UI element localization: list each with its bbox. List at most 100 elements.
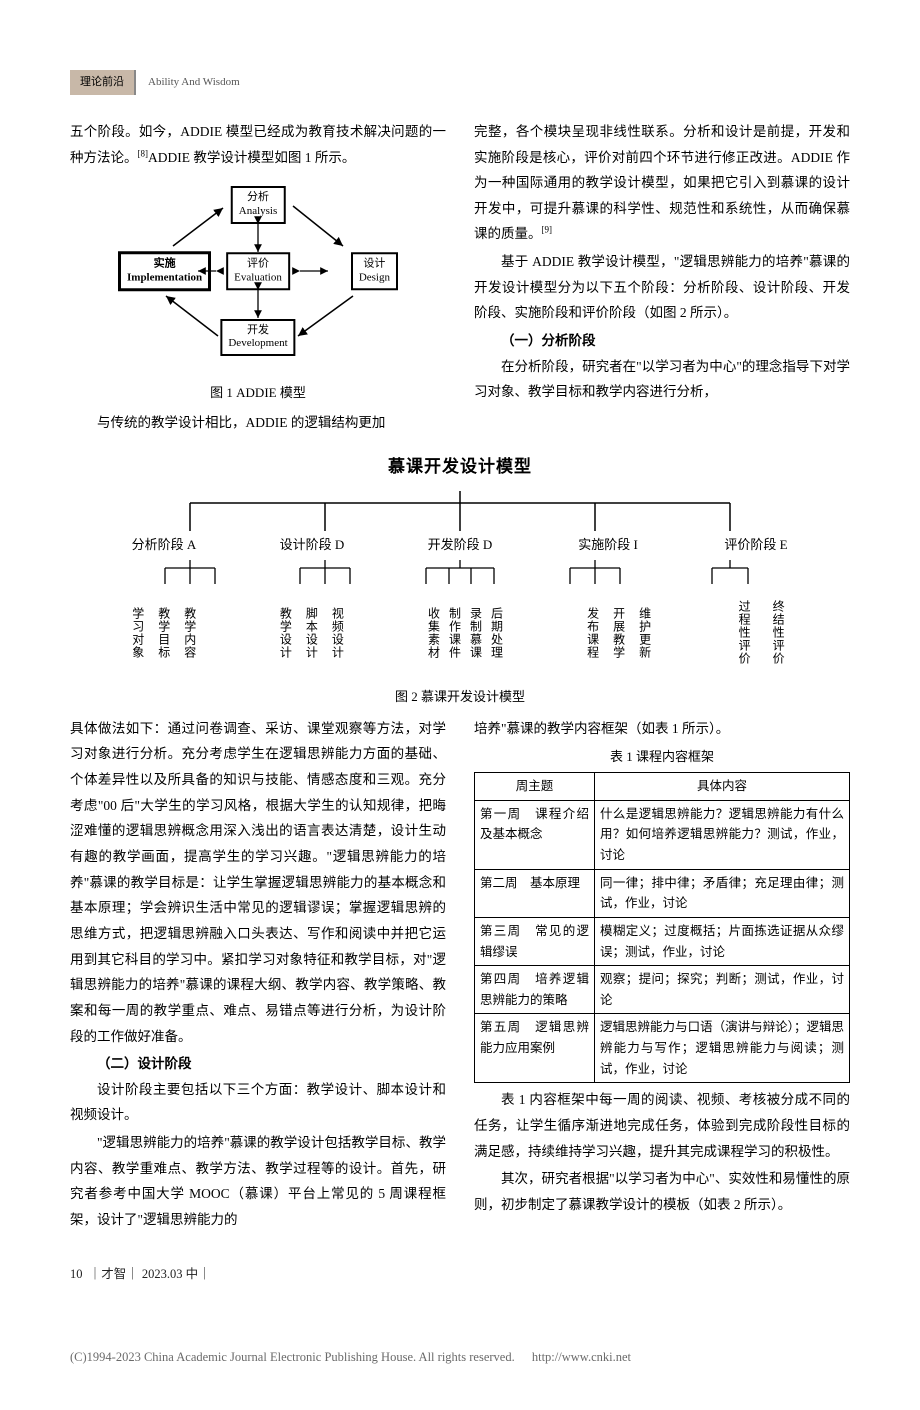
leaf: 学习对象 [132,590,144,675]
txt: 完整，各个模块呈现非线性联系。分析和设计是前提，开发和实施阶段是核心，评价对前四… [474,124,850,242]
cell: 模糊定义；过度概括；片面拣选证据从众缪误；测试，作业，讨论 [595,917,850,965]
tree-connectors-top [110,487,810,535]
lbl: 实施 [154,257,176,269]
bottom-columns: 具体做法如下：通过问卷调查、采访、课堂观察等方法，对学习对象进行分析。充分考虑学… [70,716,850,1235]
leaf: 教学目标 [158,590,170,675]
leaves-s5: 过程性评价 终结性评价 [706,590,816,675]
bottom-right-p1: 培养"慕课的教学内容框架（如表 1 所示）。 [474,716,850,742]
addie-analysis-box: 分析 Analysis [231,186,286,224]
table-row: 第五周 逻辑思辨能力应用案例逻辑思辨能力与口语（演讲与辩论）；逻辑思辨能力与写作… [475,1014,850,1083]
addie-develop-box: 开发 Development [220,319,295,357]
cite-9: [9] [542,225,553,235]
bottom-left-col: 具体做法如下：通过问卷调查、采访、课堂观察等方法，对学习对象进行分析。充分考虑学… [70,716,446,1235]
lbl: 分析 [247,191,269,203]
lbl: 评价 [247,257,269,269]
stage-d2: 开发阶段 D [400,533,520,558]
leaf: 维护更新 [639,590,651,675]
figure-1-caption: 图 1 ADDIE 模型 [70,381,446,406]
lbl: Design [359,271,390,283]
header-en: Ability And Wisdom [136,70,252,95]
leaf: 终结性评价 [772,590,784,675]
bottom-left-p1: 具体做法如下：通过问卷调查、采访、课堂观察等方法，对学习对象进行分析。充分考虑学… [70,716,446,1049]
leaf: 教学设计 [279,590,291,675]
top-right-para1: 完整，各个模块呈现非线性联系。分析和设计是前提，开发和实施阶段是核心，评价对前四… [474,119,850,247]
copyright-line: (C)1994-2023 China Academic Journal Elec… [70,1346,850,1370]
bottom-right-p2: 表 1 内容框架中每一周的阅读、视频、考核被分成不同的任务，让学生循序渐进地完成… [474,1087,850,1164]
table-row: 第二周 基本原理同一律；排中律；矛盾律；充足理由律；测试，作业，讨论 [475,869,850,917]
cite-8: [8] [138,148,149,158]
header-cn: 理论前沿 [70,70,136,95]
leaves-s3: 收集素材 制作课件 录制慕课 后期处理 [399,590,531,675]
addie-implement-box: 实施 Implementation [118,251,211,291]
table-1-caption: 表 1 课程内容框架 [474,745,850,770]
copyright-link[interactable]: http://www.cnki.net [532,1350,631,1364]
lbl: 设计 [363,257,385,269]
leaf: 教学内容 [184,590,196,675]
th-topic: 周主题 [475,773,595,801]
stage-e: 评价阶段 E [696,533,816,558]
top-right-para2: 基于 ADDIE 教学设计模型，"逻辑思辨能力的培养"慕课的开发设计模型分为以下… [474,249,850,326]
bottom-left-p2: 设计阶段主要包括以下三个方面：教学设计、脚本设计和视频设计。 [70,1077,446,1128]
table-row: 第一周 课程介绍及基本概念什么是逻辑思辨能力？逻辑思辨能力有什么用？如何培养逻辑… [475,800,850,869]
leaf: 后期处理 [490,590,502,675]
cell: 观察；提问；探究；判断；测试，作业，讨论 [595,966,850,1014]
leaf: 制作课件 [448,590,460,675]
lbl: 开发 [247,324,269,336]
top-left-col: 五个阶段。如今，ADDIE 模型已经成为教育技术解决问题的一种方法论。[8]AD… [70,119,446,437]
figure-2-caption: 图 2 慕课开发设计模型 [70,685,850,710]
cell: 第四周 培养逻辑思辨能力的策略 [475,966,595,1014]
txt: ADDIE 教学设计模型如图 1 所示。 [148,150,355,165]
leaf: 视频设计 [331,590,343,675]
table-row: 第三周 常见的逻辑缪误模糊定义；过度概括；片面拣选证据从众缪误；测试，作业，讨论 [475,917,850,965]
leaf: 发布课程 [587,590,599,675]
cell: 第三周 常见的逻辑缪误 [475,917,595,965]
table-row: 第四周 培养逻辑思辨能力的策略观察；提问；探究；判断；测试，作业，讨论 [475,966,850,1014]
lbl: Implementation [127,271,202,283]
bottom-left-p3: "逻辑思辨能力的培养"慕课的教学设计包括教学目标、教学内容、教学重难点、教学方法… [70,1130,446,1233]
page-number: 10 [70,1267,83,1281]
page-footer: 10 ｜才智｜ 2023.03 中｜ [70,1263,850,1287]
addie-design-box: 设计 Design [351,252,398,290]
top-columns: 五个阶段。如今，ADDIE 模型已经成为教育技术解决问题的一种方法论。[8]AD… [70,119,850,437]
cell: 第五周 逻辑思辨能力应用案例 [475,1014,595,1083]
leaf: 过程性评价 [738,590,750,675]
cell: 第一周 课程介绍及基本概念 [475,800,595,869]
addie-diagram: 分析 Analysis 设计 Design 开发 Development 实施 … [118,186,398,356]
leaves-s4: 发布课程 开展教学 维护更新 [559,590,679,675]
leaf: 收集素材 [427,590,439,675]
lbl: Analysis [239,205,278,217]
section-heading-2: （二）设计阶段 [70,1051,446,1077]
top-right-para3: 在分析阶段，研究者在"以学习者为中心"的理念指导下对学习对象、教学目标和教学内容… [474,354,850,405]
table-header-row: 周主题 具体内容 [475,773,850,801]
top-left-para2: 与传统的教学设计相比，ADDIE 的逻辑结构更加 [70,410,446,436]
lbl: Development [228,337,287,349]
top-left-para1: 五个阶段。如今，ADDIE 模型已经成为教育技术解决问题的一种方法论。[8]AD… [70,119,446,170]
cell: 逻辑思辨能力与口语（演讲与辩论）；逻辑思辨能力与写作；逻辑思辨能力与阅读；测试，… [595,1014,850,1083]
tree-stage-row: 分析阶段 A 设计阶段 D 开发阶段 D 实施阶段 I 评价阶段 E [70,533,850,558]
issue: 2023.03 中 [142,1267,198,1281]
lbl: Evaluation [234,271,282,283]
top-right-col: 完整，各个模块呈现非线性联系。分析和设计是前提，开发和实施阶段是核心，评价对前四… [474,119,850,437]
addie-evaluate-box: 评价 Evaluation [226,252,290,290]
th-content: 具体内容 [595,773,850,801]
figure-2-title: 慕课开发设计模型 [70,451,850,483]
leaf: 录制慕课 [469,590,481,675]
leaves-s2: 教学设计 脚本设计 视频设计 [251,590,371,675]
figure-2-tree: 慕课开发设计模型 分析阶段 A 设计阶段 D 开发阶段 D 实施阶段 I 评价阶… [70,451,850,710]
leaf: 脚本设计 [305,590,317,675]
leaves-s1: 学习对象 教学目标 教学内容 [104,590,224,675]
page-header-tag: 理论前沿 Ability And Wisdom [70,70,850,95]
copyright-text: (C)1994-2023 China Academic Journal Elec… [70,1350,515,1364]
figure-1-addie: 分析 Analysis 设计 Design 开发 Development 实施 … [70,180,446,371]
tree-leaves: 学习对象 教学目标 教学内容 教学设计 脚本设计 视频设计 收集素材 制作课件 … [70,590,850,675]
stage-d1: 设计阶段 D [252,533,372,558]
cell: 什么是逻辑思辨能力？逻辑思辨能力有什么用？如何培养逻辑思辨能力？测试，作业，讨论 [595,800,850,869]
tree-connectors-bottom [110,558,810,588]
bottom-right-p3: 其次，研究者根据"以学习者为中心"、实效性和易懂性的原则，初步制定了慕课教学设计… [474,1166,850,1217]
stage-a: 分析阶段 A [104,533,224,558]
bottom-right-col: 培养"慕课的教学内容框架（如表 1 所示）。 表 1 课程内容框架 周主题 具体… [474,716,850,1235]
stage-i: 实施阶段 I [548,533,668,558]
cell: 第二周 基本原理 [475,869,595,917]
cell: 同一律；排中律；矛盾律；充足理由律；测试，作业，讨论 [595,869,850,917]
leaf: 开展教学 [613,590,625,675]
